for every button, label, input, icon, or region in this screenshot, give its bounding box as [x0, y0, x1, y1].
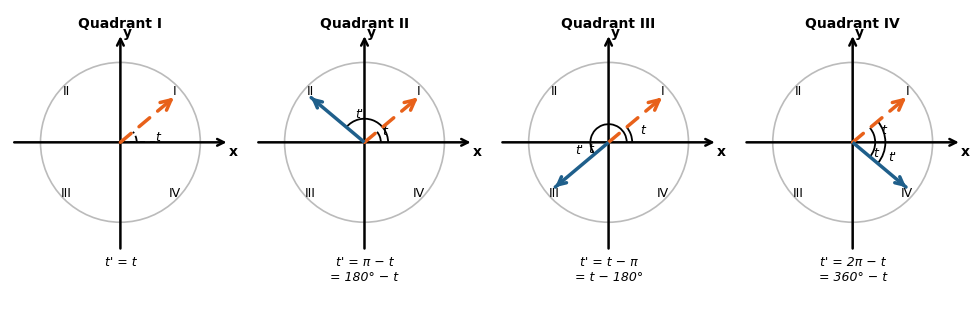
Text: x: x: [960, 145, 970, 159]
Text: y: y: [123, 26, 132, 40]
Text: y: y: [855, 26, 864, 40]
Text: t' = t: t' = t: [104, 256, 137, 269]
Text: I: I: [174, 85, 176, 98]
Text: I: I: [417, 85, 421, 98]
Text: III: III: [60, 187, 71, 200]
Text: t: t: [589, 143, 594, 156]
Title: Quadrant III: Quadrant III: [562, 17, 656, 31]
Text: II: II: [795, 85, 801, 98]
Text: IV: IV: [657, 187, 669, 200]
Text: IV: IV: [169, 187, 181, 200]
Text: t: t: [155, 131, 160, 144]
Text: II: II: [306, 85, 314, 98]
Text: III: III: [793, 187, 803, 200]
Text: x: x: [228, 145, 238, 159]
Text: t': t': [575, 144, 584, 157]
Text: t': t': [888, 151, 896, 164]
Title: Quadrant IV: Quadrant IV: [805, 17, 900, 31]
Text: t' = π − t
= 180° − t: t' = π − t = 180° − t: [331, 256, 399, 284]
Text: t: t: [874, 147, 878, 161]
Text: III: III: [304, 187, 316, 200]
Title: Quadrant I: Quadrant I: [78, 17, 163, 31]
Text: t' = t − π
= t − 180°: t' = t − π = t − 180°: [574, 256, 643, 284]
Text: IV: IV: [412, 187, 425, 200]
Text: t: t: [641, 124, 645, 137]
Text: x: x: [473, 145, 482, 159]
Text: III: III: [549, 187, 560, 200]
Text: t' = 2π − t
= 360° − t: t' = 2π − t = 360° − t: [819, 256, 886, 284]
Text: y: y: [610, 26, 620, 40]
Text: IV: IV: [901, 187, 914, 200]
Text: t: t: [382, 125, 387, 138]
Text: I: I: [661, 85, 665, 98]
Title: Quadrant II: Quadrant II: [320, 17, 410, 31]
Text: t: t: [881, 124, 886, 137]
Text: y: y: [367, 26, 375, 40]
Text: II: II: [62, 85, 69, 98]
Text: II: II: [551, 85, 558, 98]
Text: t': t': [355, 108, 364, 121]
Text: x: x: [717, 145, 725, 159]
Text: I: I: [906, 85, 909, 98]
